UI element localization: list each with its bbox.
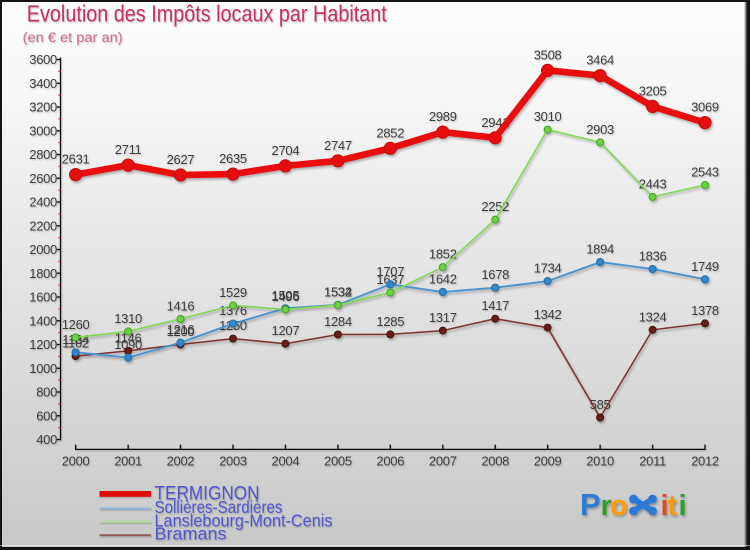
svg-text:1324: 1324 — [639, 309, 667, 324]
svg-text:1600: 1600 — [29, 290, 57, 305]
svg-text:2010: 2010 — [586, 454, 614, 469]
svg-text:1102: 1102 — [62, 336, 89, 351]
svg-text:1090: 1090 — [114, 337, 142, 352]
svg-text:1800: 1800 — [29, 266, 57, 281]
svg-text:3400: 3400 — [29, 76, 57, 91]
svg-text:400: 400 — [36, 432, 57, 447]
svg-text:1678: 1678 — [481, 267, 509, 282]
svg-text:2627: 2627 — [167, 152, 195, 167]
svg-text:2004: 2004 — [272, 454, 300, 469]
svg-text:2704: 2704 — [272, 143, 300, 158]
svg-text:800: 800 — [36, 385, 57, 400]
svg-text:2009: 2009 — [534, 454, 562, 469]
svg-text:2631: 2631 — [62, 152, 90, 167]
svg-text:1000: 1000 — [29, 361, 57, 376]
svg-text:o: o — [610, 490, 628, 522]
svg-text:1317: 1317 — [429, 310, 457, 325]
svg-text:1642: 1642 — [429, 272, 457, 287]
svg-text:Lanslebourg-Mont-Cenis: Lanslebourg-Mont-Cenis — [155, 510, 333, 530]
svg-text:2200: 2200 — [29, 218, 57, 233]
svg-text:2011: 2011 — [639, 454, 666, 469]
svg-text:2008: 2008 — [481, 454, 509, 469]
svg-text:1534: 1534 — [324, 284, 352, 299]
svg-text:2002: 2002 — [167, 454, 195, 469]
svg-text:2635: 2635 — [219, 151, 247, 166]
svg-text:1378: 1378 — [691, 303, 719, 318]
svg-text:1207: 1207 — [272, 323, 300, 338]
svg-text:1894: 1894 — [586, 242, 614, 257]
svg-text:1342: 1342 — [534, 307, 562, 322]
svg-text:3069: 3069 — [691, 100, 719, 115]
svg-text:1532: 1532 — [324, 285, 352, 300]
svg-text:2001: 2001 — [114, 454, 142, 469]
svg-text:1260: 1260 — [62, 317, 90, 332]
svg-text:1505: 1505 — [272, 288, 300, 303]
svg-text:2852: 2852 — [376, 125, 404, 140]
svg-text:1400: 1400 — [29, 313, 57, 328]
svg-text:2443: 2443 — [639, 176, 667, 191]
svg-text:1200: 1200 — [167, 324, 195, 339]
svg-text:3010: 3010 — [534, 109, 562, 124]
svg-text:3000: 3000 — [29, 123, 57, 138]
svg-text:r: r — [601, 490, 612, 522]
svg-text:3464: 3464 — [586, 53, 614, 68]
svg-text:1200: 1200 — [29, 337, 57, 352]
svg-text:i: i — [661, 490, 669, 522]
svg-text:2252: 2252 — [481, 199, 509, 214]
svg-text:1284: 1284 — [324, 314, 352, 329]
svg-text:1836: 1836 — [639, 249, 667, 264]
svg-text:i: i — [679, 490, 687, 522]
svg-text:1734: 1734 — [534, 261, 562, 276]
svg-text:2543: 2543 — [691, 165, 719, 180]
svg-text:2989: 2989 — [429, 109, 457, 124]
svg-text:1416: 1416 — [167, 298, 195, 313]
svg-text:Evolution des Impôts locaux pa: Evolution des Impôts locaux par Habitant — [27, 1, 388, 27]
svg-text:2005: 2005 — [324, 454, 352, 469]
svg-text:3600: 3600 — [29, 52, 57, 67]
svg-text:2711: 2711 — [115, 142, 142, 157]
svg-text:P: P — [580, 487, 601, 522]
svg-text:1637: 1637 — [376, 272, 404, 287]
svg-text:1749: 1749 — [691, 259, 719, 274]
svg-text:1707: 1707 — [376, 264, 404, 279]
svg-text:2400: 2400 — [29, 195, 57, 210]
svg-text:1529: 1529 — [219, 285, 247, 300]
svg-text:2000: 2000 — [62, 454, 90, 469]
svg-text:3508: 3508 — [534, 47, 562, 62]
svg-text:600: 600 — [36, 408, 57, 423]
svg-text:2003: 2003 — [219, 454, 247, 469]
svg-text:1146: 1146 — [115, 330, 142, 345]
svg-text:t: t — [668, 490, 678, 522]
svg-text:2800: 2800 — [29, 147, 57, 162]
svg-text:1852: 1852 — [429, 247, 457, 262]
svg-text:2006: 2006 — [376, 454, 404, 469]
svg-text:1216: 1216 — [167, 322, 195, 337]
svg-text:3200: 3200 — [29, 100, 57, 115]
svg-text:2600: 2600 — [29, 171, 57, 186]
svg-text:2007: 2007 — [429, 454, 457, 469]
svg-text:1496: 1496 — [272, 289, 300, 304]
svg-text:TERMIGNON: TERMIGNON — [155, 484, 260, 505]
svg-text:(en € et par an): (en € et par an) — [23, 30, 123, 46]
svg-text:1285: 1285 — [376, 314, 404, 329]
svg-text:2012: 2012 — [691, 454, 719, 469]
svg-text:2000: 2000 — [29, 242, 57, 257]
svg-text:2747: 2747 — [324, 138, 352, 153]
svg-text:1417: 1417 — [481, 298, 509, 313]
svg-text:Bramans: Bramans — [155, 524, 227, 544]
svg-text:Sollières-Sardières: Sollières-Sardières — [155, 497, 283, 517]
svg-text:2903: 2903 — [586, 122, 614, 137]
svg-text:3205: 3205 — [639, 83, 667, 98]
svg-text:1310: 1310 — [114, 311, 142, 326]
